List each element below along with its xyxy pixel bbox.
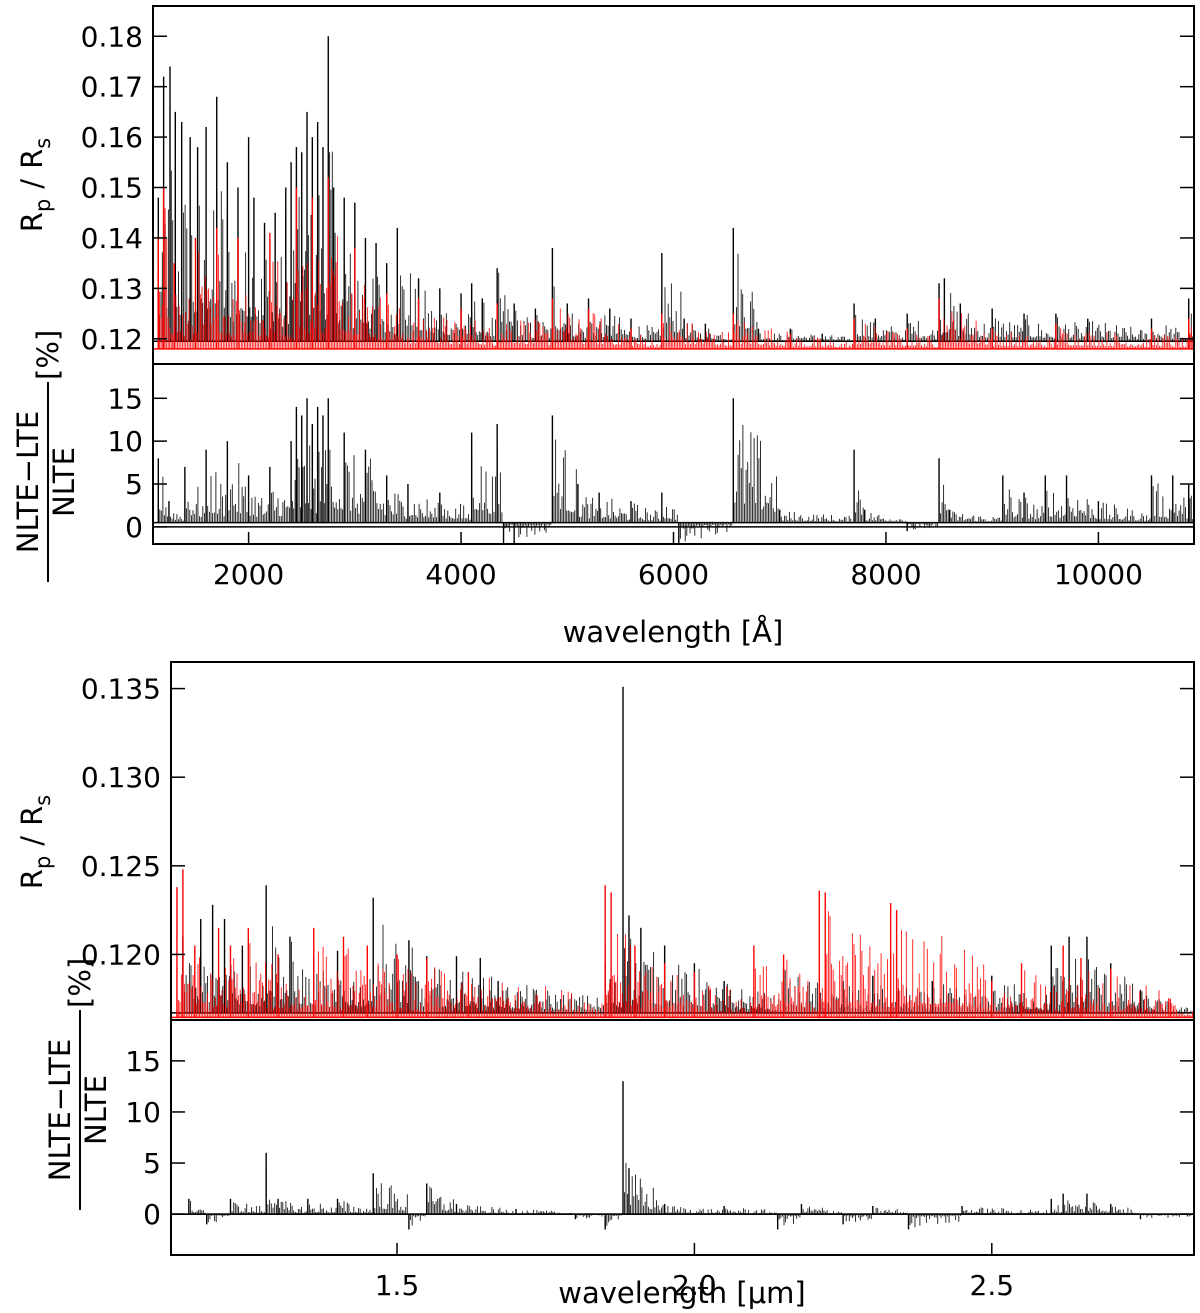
ylabel-sub-s: s — [31, 138, 55, 149]
ylabel-slash: / — [15, 179, 49, 189]
ylabel-numerator: NLTE−LTE — [11, 411, 45, 553]
panel-bottom-rp-rs: 0.120 0.125 0.130 0.135 Rp / Rs — [15, 661, 1195, 1021]
ylabel-unit: [%] — [63, 958, 97, 1008]
ylabel-sub-p: p — [31, 856, 55, 869]
y-tick-label: 10 — [125, 1096, 161, 1129]
y-tick-label: 0.15 — [81, 172, 143, 205]
tick-group: 0 5 10 15 2000 4000 6000 8000 10000 — [107, 382, 1194, 591]
y-tick-label: 0 — [125, 511, 143, 544]
series-texture — [188, 1149, 1193, 1230]
ylabel-numerator: NLTE−LTE — [43, 1039, 77, 1181]
series-group — [171, 1081, 1194, 1230]
tick-group: 0 5 10 15 1.5 2.0 2.5 — [125, 1045, 1194, 1302]
series-group — [153, 398, 1194, 544]
y-tick-label: 0.125 — [81, 850, 161, 883]
y-tick-label: 5 — [143, 1147, 161, 1180]
tick-group: 0.120 0.125 0.130 0.135 — [81, 673, 1194, 971]
tick-group: 0.12 0.13 0.14 0.15 0.16 0.17 0.18 — [81, 20, 1194, 356]
panel-top-nlte-diff: 0 5 10 15 2000 4000 6000 8000 10000 NLTE−LTE NLT… — [11, 330, 1195, 649]
plot-frame — [170, 661, 1195, 1021]
series-black — [171, 1081, 1194, 1230]
plot-frame — [152, 5, 1195, 365]
y-tick-label: 0.14 — [81, 222, 143, 255]
x-tick-label: 6000 — [638, 558, 709, 591]
y-tick-label: 0.16 — [81, 121, 143, 154]
x-tick-label: 2000 — [213, 558, 284, 591]
panel-bottom-nlte-diff: 0 5 10 15 1.5 2.0 2.5 NLTE−LTE NLTE [%] wavele… — [43, 958, 1195, 1310]
x-tick-label: 4000 — [425, 558, 496, 591]
y-axis-title: NLTE−LTE NLTE [%] — [43, 958, 113, 1210]
x-tick-label: 10000 — [1054, 558, 1143, 591]
ylabel-main: R — [15, 212, 49, 232]
y-tick-label: 0.120 — [81, 938, 161, 971]
series-red — [171, 869, 1194, 1019]
y-tick-label: 10 — [107, 425, 143, 458]
y-tick-label: 0 — [143, 1198, 161, 1231]
plot-frame — [170, 1019, 1195, 1256]
y-tick-label: 0.130 — [81, 761, 161, 794]
panel-top-rp-rs: 0.12 0.13 0.14 0.15 0.16 0.17 0.18 Rp / Rs — [15, 5, 1195, 365]
y-axis-title: Rp / Rs — [15, 795, 55, 889]
series-group — [171, 686, 1194, 1019]
y-tick-label: 0.12 — [81, 323, 143, 356]
series-texture — [157, 424, 1194, 542]
ylabel-denominator: NLTE — [47, 447, 81, 517]
ylabel-unit: [%] — [31, 330, 65, 380]
ylabel-sub-p: p — [31, 199, 55, 212]
ylabel-slash: / — [15, 836, 49, 846]
series-red — [153, 177, 1194, 350]
series-black — [153, 36, 1194, 343]
ylabel-denominator: NLTE — [79, 1075, 113, 1145]
ylabel-main: R — [15, 869, 49, 889]
series-black — [153, 398, 1194, 544]
y-tick-label: 0.13 — [81, 272, 143, 305]
y-tick-label: 15 — [107, 382, 143, 415]
ylabel-sub-s: s — [31, 795, 55, 806]
y-axis-title: NLTE−LTE NLTE [%] — [11, 330, 81, 582]
ylabel-main2: R — [15, 149, 49, 169]
series-group — [153, 36, 1194, 350]
series-texture — [157, 151, 1194, 342]
series-texture — [176, 911, 1193, 1018]
x-axis-title: wavelength [μm] — [558, 1276, 805, 1310]
y-tick-label: 15 — [125, 1045, 161, 1078]
x-tick-label: 1.5 — [375, 1269, 420, 1302]
x-axis-title: wavelength [Å] — [563, 615, 784, 649]
plot-frame — [152, 363, 1195, 545]
x-tick-label: 2.5 — [970, 1269, 1015, 1302]
y-tick-label: 5 — [125, 468, 143, 501]
ylabel-main2: R — [15, 806, 49, 826]
x-tick-label: 2.0 — [672, 1269, 717, 1302]
x-tick-label: 8000 — [850, 558, 921, 591]
y-tick-label: 0.17 — [81, 71, 143, 104]
series-black — [171, 686, 1194, 1014]
y-tick-label: 0.18 — [81, 20, 143, 53]
series-texture — [157, 208, 1194, 349]
y-tick-label: 0.135 — [81, 673, 161, 706]
y-axis-title: Rp / Rs — [15, 138, 55, 232]
